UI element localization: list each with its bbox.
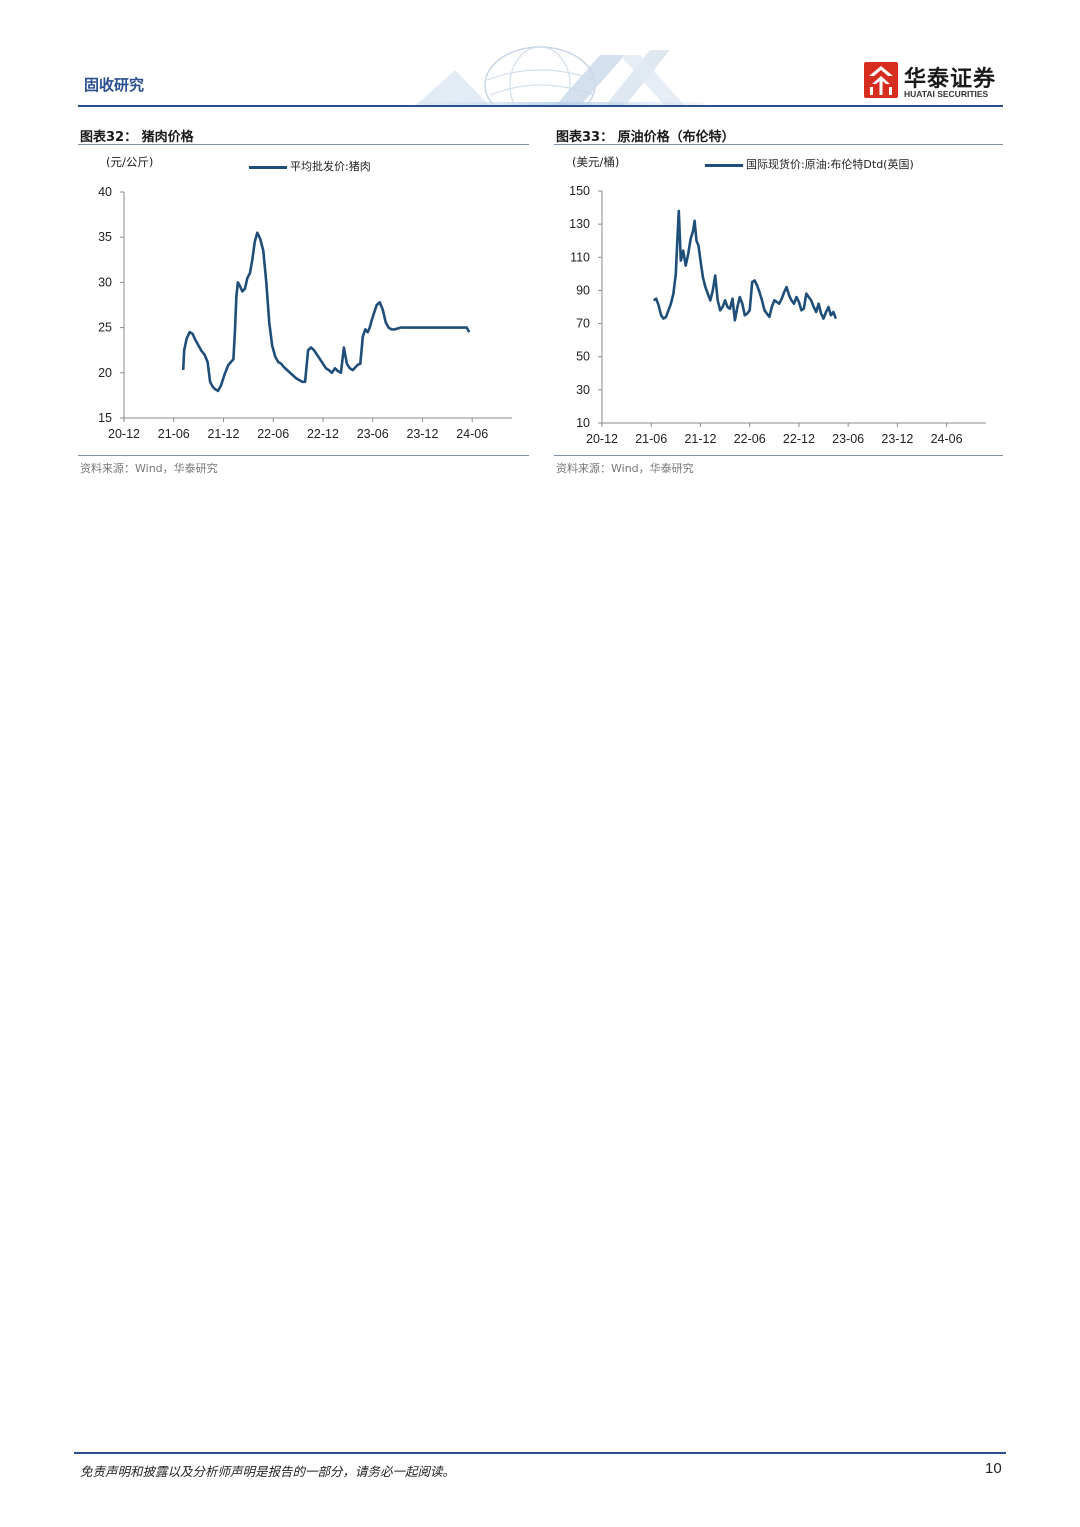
x-tick-label: 23-06 — [357, 427, 389, 441]
y-axis-unit: (元/公斤) — [106, 155, 154, 169]
x-tick-label: 22-06 — [734, 432, 766, 446]
page-number: 10 — [985, 1460, 1002, 1477]
x-tick-label: 21-06 — [158, 427, 190, 441]
footer-disclaimer: 免责声明和披露以及分析师声明是报告的一部分，请务必一起阅读。 — [80, 1464, 456, 1479]
brent-price-chart: 10 30 50 70 90 110 130 150 20-12 21-06 21-12 22-06 2… — [569, 184, 986, 446]
chart-source: 资料来源：Wind，华泰研究 — [80, 462, 218, 475]
y-tick-label: 90 — [576, 283, 590, 297]
logo-chinese-name: 华泰证券 — [904, 67, 997, 92]
y-tick-label: 35 — [98, 230, 112, 244]
x-tick-label: 24-06 — [456, 427, 488, 441]
x-tick-label: 23-12 — [406, 427, 438, 441]
chart-source: 资料来源：Wind，华泰研究 — [556, 462, 694, 475]
y-tick-label: 110 — [570, 250, 590, 264]
chart-panel-pork: 图表32： 猪肉价格 (元/公斤) 平均批发价:猪肉 15 20 25 30 35 40 2… — [78, 122, 529, 482]
y-tick-label: 50 — [576, 350, 590, 364]
logo-english-name: HUATAI SECURITIES — [904, 89, 989, 99]
pork-price-chart: 15 20 25 30 35 40 20-12 21-06 21-12 22-06 22-12 23-… — [98, 185, 512, 441]
x-tick-label: 21-12 — [207, 427, 239, 441]
x-tick-label: 21-12 — [684, 432, 716, 446]
source-rule — [554, 455, 1003, 456]
legend-label: 平均批发价:猪肉 — [290, 160, 371, 173]
x-tick-label: 22-06 — [257, 427, 289, 441]
header-divider — [78, 105, 1003, 107]
title-rule — [78, 144, 529, 145]
x-tick-label: 21-06 — [635, 432, 667, 446]
y-tick-label: 30 — [98, 275, 112, 289]
x-tick-label: 20-12 — [586, 432, 618, 446]
x-tick-label: 22-12 — [307, 427, 339, 441]
x-tick-label: 24-06 — [931, 432, 963, 446]
footer-divider — [74, 1452, 1006, 1454]
y-tick-label: 150 — [569, 184, 590, 198]
x-tick-label: 20-12 — [108, 427, 140, 441]
section-title: 固收研究 — [84, 76, 145, 94]
y-tick-label: 20 — [98, 366, 112, 380]
chart-title: 图表33： 原油价格（布伦特） — [556, 130, 735, 145]
y-tick-label: 30 — [576, 383, 590, 397]
source-rule — [78, 455, 529, 456]
x-tick-label: 22-12 — [783, 432, 815, 446]
y-tick-label: 130 — [569, 217, 590, 231]
y-tick-label: 25 — [98, 321, 112, 335]
title-rule — [554, 144, 1003, 145]
y-tick-label: 40 — [98, 185, 112, 199]
legend-swatch — [705, 163, 743, 167]
series-line — [181, 231, 471, 393]
y-tick-label: 70 — [576, 317, 590, 331]
huatai-logo: 华泰证券 HUATAI SECURITIES — [864, 61, 1004, 101]
y-tick-label: 15 — [98, 411, 112, 425]
series-line — [652, 209, 838, 322]
chart-legend: 国际现货价:原油:布伦特Dtd(英国) — [705, 156, 914, 172]
chart-legend: 平均批发价:猪肉 — [249, 158, 371, 174]
y-tick-label: 10 — [576, 416, 590, 430]
x-tick-label: 23-12 — [881, 432, 913, 446]
header-globe-graphic — [415, 46, 705, 106]
chart-panel-brent: 图表33： 原油价格（布伦特） (美元/桶) 国际现货价:原油:布伦特Dtd(英… — [554, 122, 1003, 482]
huatai-logo-mark-icon — [864, 62, 898, 98]
chart-title: 图表32： 猪肉价格 — [80, 130, 194, 145]
x-tick-label: 23-06 — [832, 432, 864, 446]
legend-swatch — [249, 165, 287, 169]
y-axis-unit: (美元/桶) — [572, 155, 620, 169]
legend-label: 国际现货价:原油:布伦特Dtd(英国) — [746, 158, 914, 171]
